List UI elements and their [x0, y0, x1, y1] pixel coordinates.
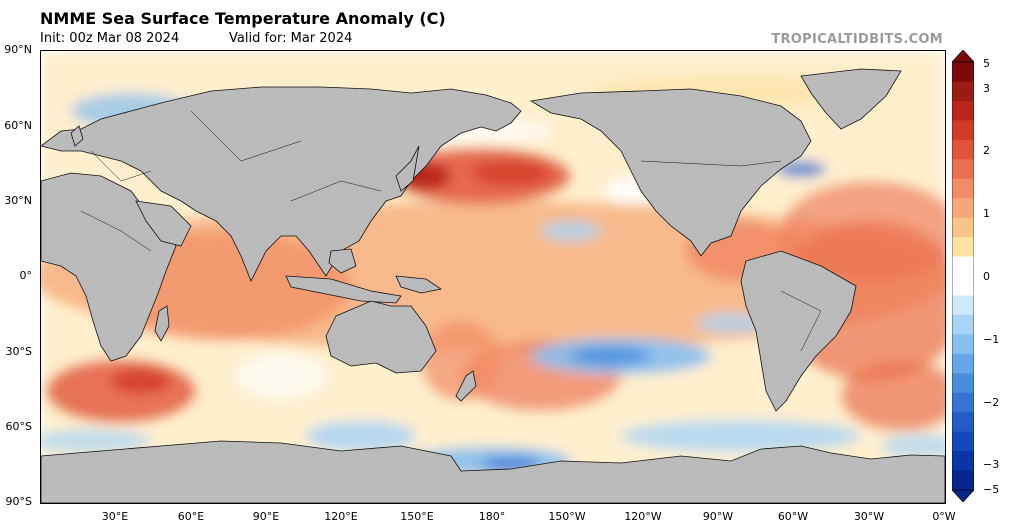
site-credit: TROPICALTIDBITS.COM [771, 32, 943, 47]
landmass-new-zealand [455, 370, 477, 402]
map-title: NMME Sea Surface Temperature Anomaly (C) [40, 9, 446, 28]
colorbar-bin [952, 120, 974, 141]
lon-label-90w: 90°W [702, 510, 734, 523]
colorbar-bin [952, 256, 974, 277]
lat-label-60n: 60°N [4, 119, 32, 132]
colorbar-bin [952, 276, 974, 296]
colorbar-bin [952, 237, 974, 258]
landmass-eurasia [41, 86, 522, 282]
colorbar-bin [952, 373, 974, 394]
colorbar-bin [952, 178, 974, 199]
colorbar-label-0: 0 [983, 270, 990, 283]
colorbar-bin [952, 451, 974, 472]
valid-time: Valid for: Mar 2024 [229, 31, 353, 46]
lat-label-30n: 30°N [4, 194, 32, 207]
lon-label-30e: 30°E [101, 510, 129, 523]
landmass-australia [325, 300, 437, 374]
colorbar-label-m2: −2 [983, 396, 1000, 409]
lat-label-0: 0° [19, 269, 33, 282]
sst-anomaly-map [40, 50, 946, 504]
colorbar-bin [952, 139, 974, 160]
colorbar-bin [952, 100, 974, 121]
landmass-arabia [135, 200, 192, 247]
landmass-south-america [740, 250, 857, 412]
colorbar-bin [952, 353, 974, 374]
colorbar-label-m5: −5 [983, 483, 1000, 496]
land-masses [41, 68, 945, 503]
colorbar-label-2: 2 [983, 144, 990, 157]
colorbar-bin [952, 159, 974, 180]
colorbar-min-arrow [952, 489, 974, 502]
landmass-indonesia [285, 275, 402, 304]
lon-label-30w: 30°W [853, 510, 885, 523]
colorbar-bin [952, 470, 974, 491]
lon-label-0w: 0°W [932, 510, 956, 523]
lon-label-120e: 120°E [324, 510, 358, 523]
colorbar-bin [952, 431, 974, 452]
colorbar-max-arrow [952, 50, 974, 63]
colorbar-bin [952, 217, 974, 238]
colorbar-bin [952, 412, 974, 433]
lon-label-60w: 60°W [777, 510, 809, 523]
landmass-british-isles [70, 125, 84, 147]
landmass-antarctica [41, 440, 945, 503]
colorbar-bins [952, 62, 974, 491]
colorbar-bin [952, 198, 974, 219]
lat-label-30s: 30°S [5, 345, 32, 358]
colorbar-label-3: 3 [983, 82, 990, 95]
landmass-greenland [800, 68, 902, 130]
colorbar-bin [952, 314, 974, 335]
lat-label-90n: 90°N [4, 43, 32, 56]
landmass-japan [395, 145, 420, 192]
lon-label-90e: 90°E [252, 510, 280, 523]
colorbar-bin [952, 392, 974, 413]
colorbar-label-m3: −3 [983, 458, 1000, 471]
landmass-madagascar [154, 305, 170, 342]
colorbar-bin [952, 81, 974, 102]
lat-label-90s: 90°S [5, 495, 32, 508]
colorbar [952, 50, 974, 502]
colorbar-bin [952, 62, 974, 82]
landmass-borneo [328, 248, 357, 274]
lat-label-60s: 60°S [5, 420, 32, 433]
colorbar-bin [952, 295, 974, 316]
landmass-north-america [529, 88, 812, 257]
init-time: Init: 00z Mar 08 2024 [40, 31, 180, 46]
lon-label-150e: 150°E [400, 510, 434, 523]
landmass-new-guinea [395, 275, 443, 294]
colorbar-label-1: 1 [983, 207, 990, 220]
lon-label-150w: 150°W [548, 510, 586, 523]
border-lines [80, 110, 822, 352]
colorbar-label-5: 5 [983, 57, 990, 70]
lon-label-60e: 60°E [177, 510, 205, 523]
colorbar-bin [952, 334, 974, 355]
landmass-africa [41, 172, 177, 362]
lon-label-180: 180° [478, 510, 506, 523]
colorbar-label-m1: −1 [983, 333, 1000, 346]
lon-label-120w: 120°W [624, 510, 662, 523]
map-svg [41, 51, 945, 503]
